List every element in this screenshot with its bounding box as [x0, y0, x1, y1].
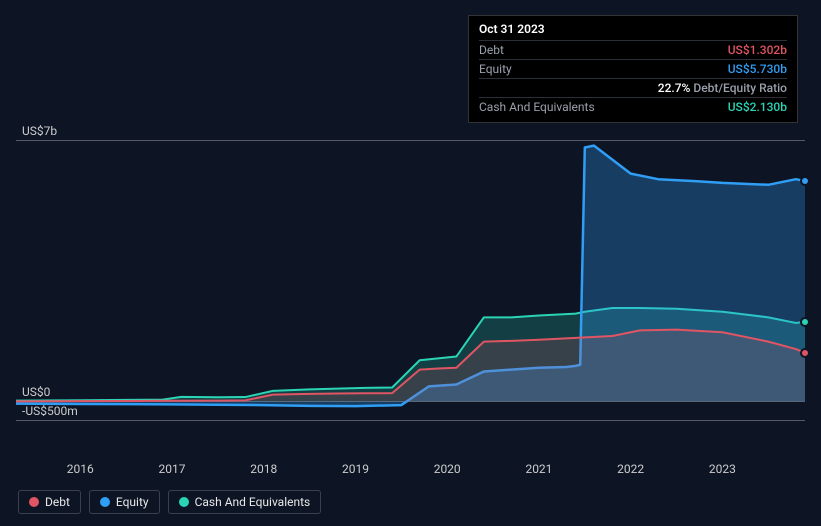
tooltip-row: Equity US$5.730b — [479, 59, 787, 78]
tooltip-row: Cash And Equivalents US$2.130b — [479, 97, 787, 116]
tooltip-row-value: 22.7% Debt/Equity Ratio — [658, 81, 787, 95]
legend-dot — [100, 497, 110, 507]
legend-label: Debt — [45, 495, 70, 509]
debt-equity-chart: US$7bUS$0-US$500m 2016201720182019202020… — [0, 0, 821, 526]
legend-item-equity[interactable]: Equity — [89, 490, 160, 514]
tooltip-row: 22.7% Debt/Equity Ratio — [479, 78, 787, 97]
legend-item-debt[interactable]: Debt — [18, 490, 81, 514]
marker-equity — [800, 176, 810, 186]
tooltip-row-label: Equity — [479, 62, 512, 76]
legend-label: Equity — [116, 495, 149, 509]
legend-item-cash-and-equivalents[interactable]: Cash And Equivalents — [168, 490, 322, 514]
marker-debt — [800, 348, 810, 358]
tooltip-row-label: Cash And Equivalents — [479, 100, 595, 114]
legend-label: Cash And Equivalents — [195, 495, 311, 509]
tooltip-date: Oct 31 2023 — [479, 22, 787, 40]
tooltip-row-value: US$1.302b — [728, 43, 787, 57]
tooltip-row-label: Debt — [479, 43, 504, 57]
tooltip-row-value: US$5.730b — [728, 62, 787, 76]
series-area-debt — [16, 330, 805, 402]
marker-cash-and-equivalents — [800, 317, 810, 327]
tooltip-row: Debt US$1.302b — [479, 40, 787, 59]
legend-dot — [29, 497, 39, 507]
legend-dot — [179, 497, 189, 507]
tooltip-row-value: US$2.130b — [728, 100, 787, 114]
chart-legend: Debt Equity Cash And Equivalents — [18, 490, 321, 514]
chart-tooltip: Oct 31 2023 Debt US$1.302b Equity US$5.730b… — [468, 15, 798, 123]
